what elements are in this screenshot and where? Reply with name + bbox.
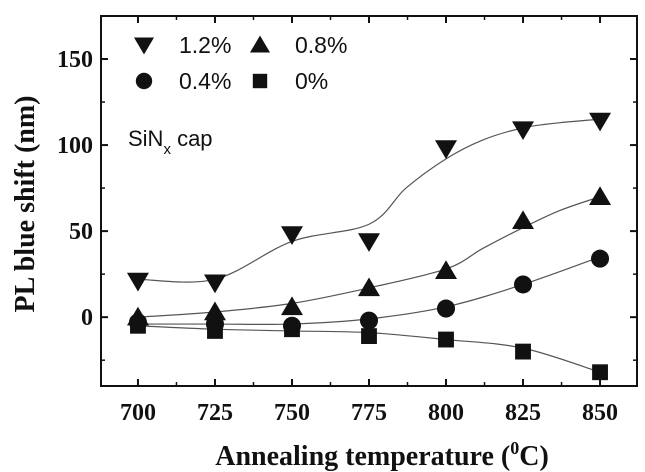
legend-marker [135,72,153,90]
data-point [435,260,458,279]
data-point [515,343,531,360]
fit-curve [137,196,601,318]
annotation-label: SiNx cap [128,126,213,158]
data-point [284,321,300,338]
legend-label: 1.2% [179,32,231,58]
data-point [126,272,149,292]
legend-marker [134,37,154,55]
legend-label: 0.4% [179,68,231,94]
x-tick-label: 750 [274,400,310,426]
y-tick-label: 150 [57,47,93,73]
data-point [358,277,380,297]
y-axis-title: PL blue shift (nm) [10,95,41,312]
x-tick-label: 775 [351,400,387,426]
legend-label: 0% [295,68,328,94]
x-axis-title: Annealing temperature (0C) [215,438,549,472]
data-point [514,275,533,294]
data-point [435,140,458,159]
data-point [207,323,223,339]
legend-label: 0.8% [295,32,347,58]
data-point [130,317,146,334]
x-tick-label: 700 [120,400,156,426]
data-point [592,364,608,381]
y-tick-label: 50 [69,219,93,245]
data-point [203,301,226,321]
data-point [589,186,612,205]
data-point [280,226,303,246]
data-point [436,299,456,318]
data-point [512,210,535,230]
legend-marker [250,35,270,53]
y-tick-label: 100 [57,133,93,159]
data-point [591,249,610,268]
x-tick-label: 850 [582,400,618,426]
x-tick-label: 800 [428,400,464,426]
data-point [589,112,612,132]
data-point [203,274,226,294]
data-point [280,296,303,316]
data-point [359,311,379,330]
x-tick-label: 825 [505,400,541,426]
y-tick-label: 0 [81,305,93,331]
data-markers [126,112,612,381]
data-point [361,328,377,345]
axis-ticks: 700 725 750 775 800 825 850 0 50 100 150 [57,16,637,426]
legend: 1.2% 0.8% 0.4% 0% [134,32,347,94]
x-tick-label: 725 [197,400,233,426]
data-point [438,331,454,348]
legend-marker [252,73,268,89]
fit-curve [137,118,601,283]
data-point [358,233,380,252]
data-point [512,121,535,141]
